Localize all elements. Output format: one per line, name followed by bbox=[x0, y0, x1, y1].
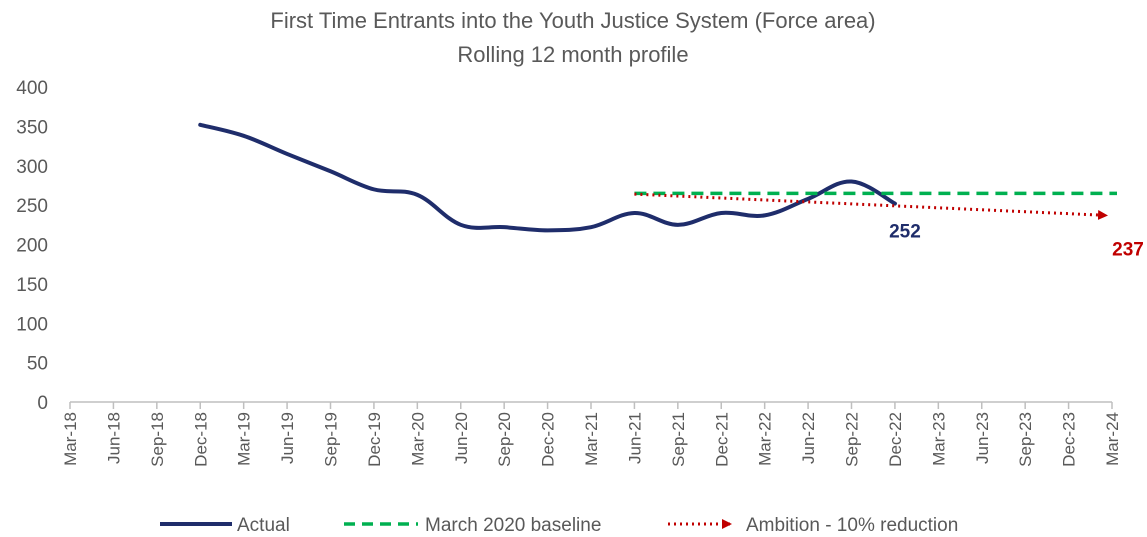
x-axis bbox=[69, 401, 1113, 409]
y-tick-label: 250 bbox=[16, 196, 48, 217]
x-tick-label: Sep-23 bbox=[1016, 412, 1035, 467]
data-label-actual-last: 252 bbox=[889, 222, 921, 243]
x-tick-label: Jun-19 bbox=[278, 412, 297, 464]
chart-title: First Time Entrants into the Youth Justi… bbox=[270, 8, 875, 33]
legend-label-baseline: March 2020 baseline bbox=[425, 515, 601, 536]
x-tick-label: Dec-21 bbox=[712, 412, 731, 467]
x-tick-label: Jun-22 bbox=[799, 412, 818, 464]
x-tick-label: Dec-22 bbox=[886, 412, 905, 467]
x-tick-label: Jun-20 bbox=[452, 412, 471, 464]
x-tick-label: Mar-24 bbox=[1103, 412, 1122, 466]
x-tick-label: Sep-19 bbox=[322, 412, 341, 467]
legend-label-actual: Actual bbox=[237, 515, 290, 536]
x-tick-label: Dec-19 bbox=[365, 412, 384, 467]
legend-item-actual: Actual bbox=[160, 515, 290, 536]
series-line-actual bbox=[198, 122, 897, 233]
legend-item-baseline: March 2020 baseline bbox=[344, 515, 601, 536]
x-tick-label: Mar-23 bbox=[929, 412, 948, 466]
x-tick-label: Jun-23 bbox=[973, 412, 992, 464]
x-tick-label: Mar-21 bbox=[582, 412, 601, 466]
data-label-ambition-target: 237 bbox=[1112, 239, 1144, 260]
x-tick-label: Mar-19 bbox=[235, 412, 254, 466]
x-tick-label: Dec-23 bbox=[1060, 412, 1079, 467]
legend: Actual March 2020 baseline Ambition - 10… bbox=[160, 515, 958, 536]
legend-label-ambition: Ambition - 10% reduction bbox=[746, 515, 958, 536]
legend-item-ambition: Ambition - 10% reduction bbox=[668, 515, 958, 536]
x-tick-label: Jun-18 bbox=[104, 412, 123, 464]
y-tick-label: 350 bbox=[16, 117, 48, 138]
y-tick-label: 200 bbox=[16, 236, 48, 257]
y-tick-label: 400 bbox=[16, 78, 48, 99]
x-tick-label: Dec-20 bbox=[539, 412, 558, 467]
x-tick-label: Dec-18 bbox=[191, 412, 210, 467]
x-tick-label: Sep-18 bbox=[148, 412, 167, 467]
x-tick-label: Jun-21 bbox=[625, 412, 644, 464]
chart-subtitle: Rolling 12 month profile bbox=[457, 42, 688, 67]
series-layer bbox=[198, 122, 1117, 233]
x-tick-label: Mar-18 bbox=[61, 412, 80, 466]
y-tick-label: 0 bbox=[37, 393, 48, 414]
x-axis-tick-labels: Mar-18 Jun-18 Sep-18 Dec-18 Mar-19 Jun-19 Sep-… bbox=[61, 412, 1122, 467]
x-tick-label: Sep-22 bbox=[843, 412, 862, 467]
y-tick-label: 300 bbox=[16, 157, 48, 178]
x-tick-label: Sep-21 bbox=[669, 412, 688, 467]
data-labels: 252 237 bbox=[889, 222, 1144, 261]
x-tick-label: Mar-20 bbox=[408, 412, 427, 466]
series-line-ambition bbox=[634, 192, 1108, 220]
y-tick-label: 150 bbox=[16, 275, 48, 296]
y-axis-tick-labels: 0 50 100 150 200 250 300 350 400 bbox=[16, 78, 48, 414]
y-tick-label: 50 bbox=[27, 354, 48, 375]
x-tick-label: Sep-20 bbox=[495, 412, 514, 467]
y-tick-label: 100 bbox=[16, 314, 48, 335]
x-tick-label: Mar-22 bbox=[756, 412, 775, 466]
